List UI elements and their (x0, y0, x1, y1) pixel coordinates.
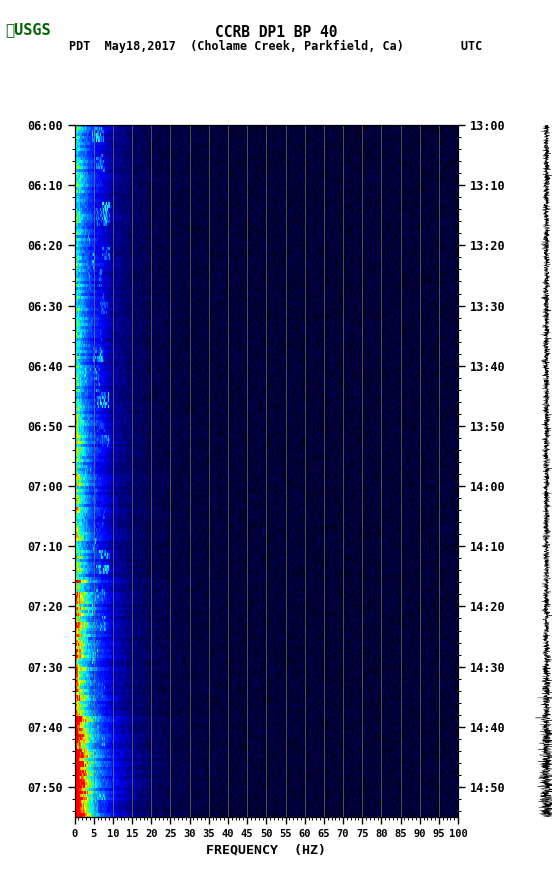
Text: PDT  May18,2017  (Cholame Creek, Parkfield, Ca)        UTC: PDT May18,2017 (Cholame Creek, Parkfield… (70, 40, 482, 54)
X-axis label: FREQUENCY  (HZ): FREQUENCY (HZ) (206, 843, 326, 856)
Text: CCRB DP1 BP 40: CCRB DP1 BP 40 (215, 25, 337, 40)
Text: ⊿USGS: ⊿USGS (6, 22, 51, 38)
